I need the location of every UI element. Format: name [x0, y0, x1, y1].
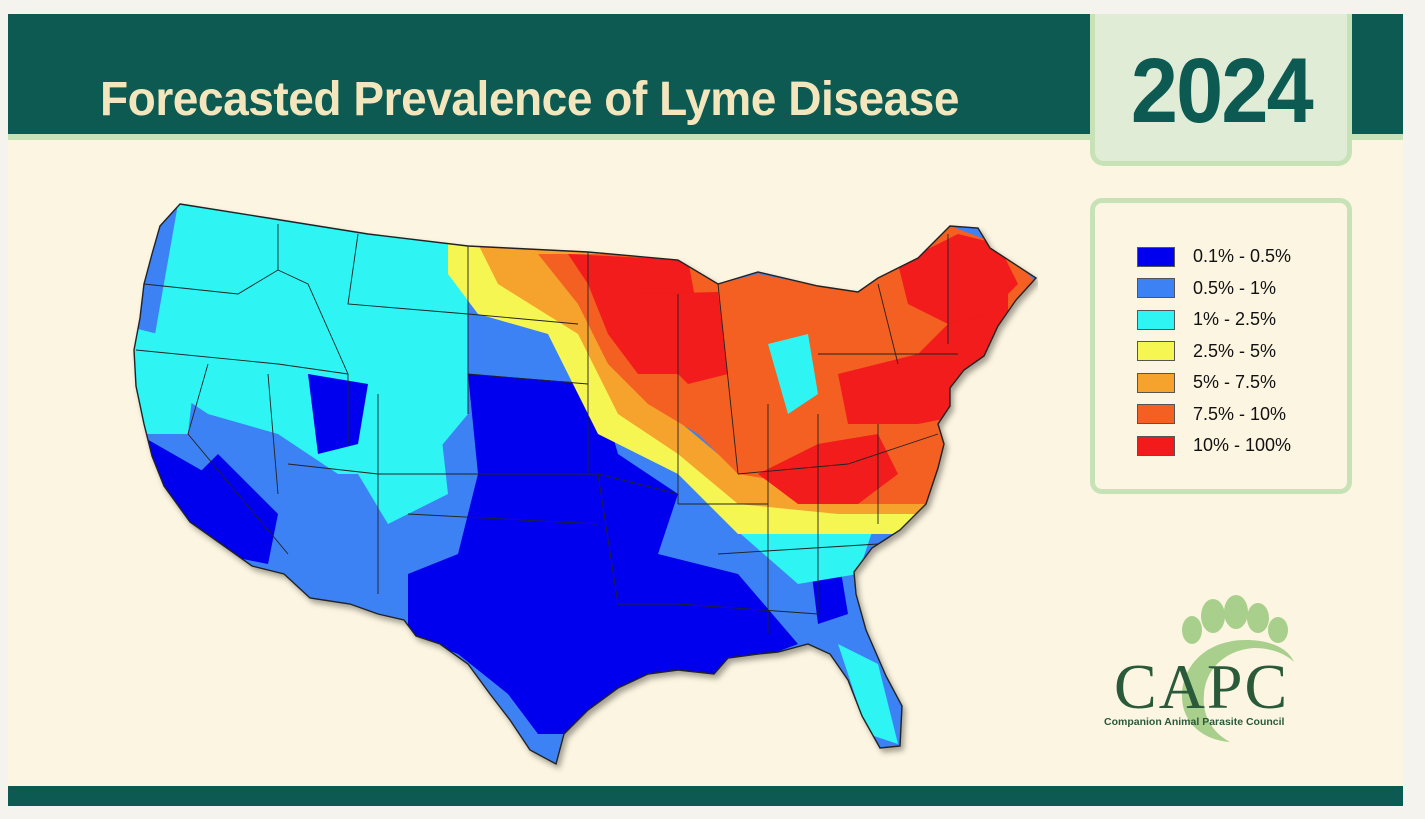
legend-item: 2.5% - 5%: [1137, 336, 1291, 368]
us-map: [118, 174, 1038, 774]
legend-swatch: [1137, 341, 1175, 362]
infographic-card: Forecasted Prevalence of Lyme Disease 20…: [8, 14, 1403, 806]
legend-label: 0.5% - 1%: [1193, 277, 1277, 298]
us-map-graphic: [133, 203, 1038, 766]
paw-print-icon: [1182, 595, 1294, 742]
footer-band: [8, 786, 1403, 806]
legend-item: 0.5% - 1%: [1137, 273, 1291, 305]
year-label: 2024: [1130, 40, 1314, 142]
legend-swatch: [1137, 435, 1175, 456]
capc-logo: CAPC Companion Animal Parasite Council: [1096, 594, 1356, 744]
logo-name: Companion Animal Parasite Council: [1104, 716, 1285, 728]
legend-label: 0.1% - 0.5%: [1193, 246, 1292, 267]
legend-list: 0.1% - 0.5% 0.5% - 1% 1% - 2.5% 2.5% - 5…: [1137, 241, 1291, 462]
legend-label: 1% - 2.5%: [1193, 309, 1277, 330]
legend-swatch: [1137, 246, 1175, 267]
legend-swatch: [1137, 372, 1175, 393]
legend-label: 10% - 100%: [1193, 435, 1292, 456]
state-borders: [135, 224, 958, 634]
legend-item: 1% - 2.5%: [1137, 304, 1291, 336]
page-title: Forecasted Prevalence of Lyme Disease: [100, 73, 960, 126]
year-badge: 2024: [1090, 14, 1352, 166]
legend-swatch: [1137, 278, 1175, 299]
legend-swatch: [1137, 404, 1175, 425]
legend-item: 5% - 7.5%: [1137, 367, 1291, 399]
legend-label: 7.5% - 10%: [1193, 403, 1287, 424]
header-divider: [8, 134, 1403, 140]
legend-swatch: [1137, 309, 1175, 330]
legend-item: 7.5% - 10%: [1137, 399, 1291, 431]
legend-label: 5% - 7.5%: [1193, 372, 1277, 393]
legend-item: 10% - 100%: [1137, 430, 1291, 462]
legend-box: 0.1% - 0.5% 0.5% - 1% 1% - 2.5% 2.5% - 5…: [1090, 198, 1352, 494]
legend-item: 0.1% - 0.5%: [1137, 241, 1291, 273]
logo-acronym: CAPC: [1114, 651, 1290, 722]
legend-label: 2.5% - 5%: [1193, 340, 1277, 361]
